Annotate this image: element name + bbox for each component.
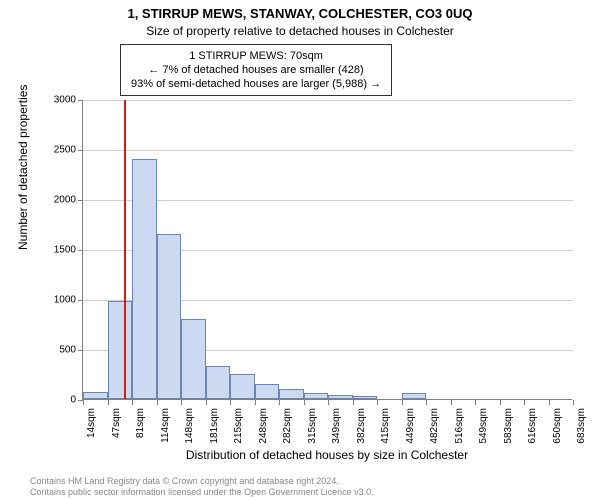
gridline	[83, 150, 573, 151]
x-tick-label: 282sqm	[282, 408, 293, 444]
x-tick	[573, 400, 574, 405]
histogram-bar	[230, 374, 255, 399]
info-line-smaller: ← 7% of detached houses are smaller (428…	[131, 63, 381, 77]
x-tick-label: 14sqm	[86, 408, 97, 438]
x-tick-label: 516sqm	[454, 408, 465, 444]
y-tick-label: 0	[0, 395, 76, 406]
plot-area: 14sqm47sqm81sqm114sqm148sqm181sqm215sqm2…	[82, 100, 572, 400]
footer-line1: Contains HM Land Registry data © Crown c…	[30, 476, 374, 487]
histogram-bar	[108, 301, 133, 399]
x-tick-label: 650sqm	[552, 408, 563, 444]
x-tick-label: 616sqm	[527, 408, 538, 444]
y-tick	[78, 300, 83, 301]
info-box: 1 STIRRUP MEWS: 70sqm ← 7% of detached h…	[120, 44, 392, 96]
histogram-bar	[157, 234, 182, 399]
x-tick	[157, 400, 158, 405]
x-tick	[181, 400, 182, 405]
x-tick-label: 47sqm	[111, 408, 122, 438]
x-tick-label: 181sqm	[209, 408, 220, 444]
x-tick-label: 215sqm	[233, 408, 244, 444]
y-tick	[78, 250, 83, 251]
footer-line2: Contains public sector information licen…	[30, 487, 374, 498]
footer-attribution: Contains HM Land Registry data © Crown c…	[30, 476, 374, 498]
y-tick	[78, 100, 83, 101]
y-tick-label: 2000	[0, 195, 76, 206]
x-tick-label: 549sqm	[478, 408, 489, 444]
y-tick	[78, 200, 83, 201]
gridline	[83, 100, 573, 101]
x-tick	[255, 400, 256, 405]
chart-area: 14sqm47sqm81sqm114sqm148sqm181sqm215sqm2…	[82, 100, 572, 400]
y-tick-label: 500	[0, 345, 76, 356]
histogram-bar	[353, 396, 378, 399]
x-tick	[500, 400, 501, 405]
x-tick	[377, 400, 378, 405]
y-tick	[78, 150, 83, 151]
y-tick-label: 2500	[0, 145, 76, 156]
y-tick-label: 1500	[0, 245, 76, 256]
histogram-bar	[255, 384, 280, 399]
chart-title: 1, STIRRUP MEWS, STANWAY, COLCHESTER, CO…	[0, 6, 600, 21]
x-tick-label: 114sqm	[160, 408, 171, 443]
x-tick	[475, 400, 476, 405]
x-tick	[402, 400, 403, 405]
x-tick	[328, 400, 329, 405]
info-line-property: 1 STIRRUP MEWS: 70sqm	[131, 49, 381, 63]
x-tick	[108, 400, 109, 405]
y-axis-label: Number of detached properties	[16, 85, 30, 250]
x-tick-label: 683sqm	[576, 408, 587, 444]
x-tick-label: 248sqm	[258, 408, 269, 444]
x-tick	[451, 400, 452, 405]
x-tick-label: 482sqm	[429, 408, 440, 444]
histogram-bar	[328, 395, 353, 399]
x-tick	[426, 400, 427, 405]
chart-wrapper: { "title": "1, STIRRUP MEWS, STANWAY, CO…	[0, 0, 600, 500]
histogram-bar	[83, 392, 108, 400]
histogram-bar	[132, 159, 157, 399]
x-tick	[549, 400, 550, 405]
x-tick-label: 148sqm	[184, 408, 195, 444]
x-tick-label: 349sqm	[331, 408, 342, 444]
histogram-bar	[402, 393, 427, 399]
chart-subtitle: Size of property relative to detached ho…	[0, 24, 600, 38]
x-tick	[132, 400, 133, 405]
histogram-bar	[279, 389, 304, 399]
x-tick	[524, 400, 525, 405]
x-tick	[230, 400, 231, 405]
x-tick	[83, 400, 84, 405]
property-marker-line	[124, 100, 126, 399]
histogram-bar	[181, 319, 206, 399]
x-axis-label: Distribution of detached houses by size …	[82, 448, 572, 462]
x-tick	[279, 400, 280, 405]
gridline	[83, 200, 573, 201]
histogram-bar	[206, 366, 231, 399]
x-tick-label: 415sqm	[380, 408, 391, 444]
x-tick	[304, 400, 305, 405]
x-tick-label: 449sqm	[405, 408, 416, 444]
x-tick-label: 315sqm	[307, 408, 318, 444]
x-tick	[353, 400, 354, 405]
y-tick-label: 1000	[0, 295, 76, 306]
x-tick-label: 583sqm	[503, 408, 514, 444]
y-tick	[78, 350, 83, 351]
x-tick-label: 382sqm	[356, 408, 367, 444]
y-tick-label: 3000	[0, 95, 76, 106]
info-line-larger: 93% of semi-detached houses are larger (…	[131, 77, 381, 91]
x-tick-label: 81sqm	[135, 408, 146, 438]
x-tick	[206, 400, 207, 405]
histogram-bar	[304, 393, 329, 399]
